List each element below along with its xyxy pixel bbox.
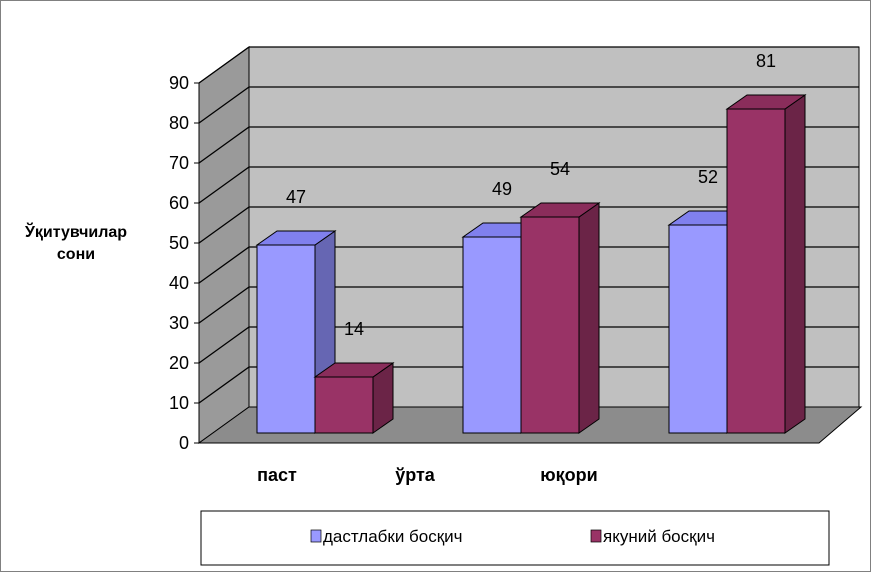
- bar-front: [726, 108, 786, 434]
- y-axis-label-line-2: сони: [57, 246, 95, 263]
- bar-front: [520, 216, 580, 434]
- gridline-side: [198, 246, 250, 284]
- gridline-side: [198, 326, 250, 364]
- bar-2-3: [725, 94, 807, 434]
- y-tick-label: 60: [169, 193, 189, 213]
- gridline-side: [198, 366, 250, 404]
- y-axis-ticks: 0 10 20 30 40 50 60 70 80 90: [169, 73, 200, 453]
- category-label: юқори: [540, 465, 597, 485]
- gridline-side: [198, 166, 250, 204]
- y-tick-label: 0: [179, 433, 189, 453]
- category-label: паст: [257, 465, 297, 485]
- bar-front: [256, 244, 316, 434]
- data-label: 52: [698, 167, 718, 187]
- gridline-side: [198, 286, 250, 324]
- data-label: 14: [344, 319, 364, 339]
- x-axis-categories: паст ўрта юқори: [257, 465, 598, 485]
- legend-swatch-series-2: [590, 529, 602, 543]
- legend-box: [200, 510, 830, 566]
- legend: дастлабки босқич якуний босқич: [200, 510, 830, 566]
- y-tick-label: 20: [169, 353, 189, 373]
- y-axis-label-line-1: Ўқитувчилар: [24, 221, 127, 241]
- bar-2-1: [313, 362, 395, 434]
- category-label: ўрта: [395, 465, 436, 485]
- bar-front: [668, 224, 728, 434]
- bar-front: [462, 236, 522, 434]
- y-tick-label: 80: [169, 113, 189, 133]
- gridline-side: [198, 46, 250, 84]
- y-tick-label: 40: [169, 273, 189, 293]
- gridline-side: [198, 86, 250, 124]
- gridline-side: [198, 206, 250, 244]
- legend-label-series-2: якуний босқич: [603, 527, 715, 546]
- y-tick-label: 90: [169, 73, 189, 93]
- bar-side: [784, 94, 806, 434]
- data-label: 81: [756, 51, 776, 71]
- gridline-side: [198, 126, 250, 164]
- y-tick-label: 30: [169, 313, 189, 333]
- data-label: 47: [286, 187, 306, 207]
- bar-2-2: [519, 202, 601, 434]
- y-tick-label: 10: [169, 393, 189, 413]
- data-label: 54: [550, 159, 570, 179]
- side-wall: [198, 46, 250, 444]
- bar-front: [314, 376, 374, 434]
- y-tick-label: 50: [169, 233, 189, 253]
- bar-side: [578, 202, 600, 434]
- y-tick-label: 70: [169, 153, 189, 173]
- data-label: 49: [492, 179, 512, 199]
- bars: 47 14 49 54 52 81: [255, 51, 807, 434]
- legend-swatch-series-1: [310, 529, 322, 543]
- legend-label-series-1: дастлабки босқич: [323, 527, 463, 546]
